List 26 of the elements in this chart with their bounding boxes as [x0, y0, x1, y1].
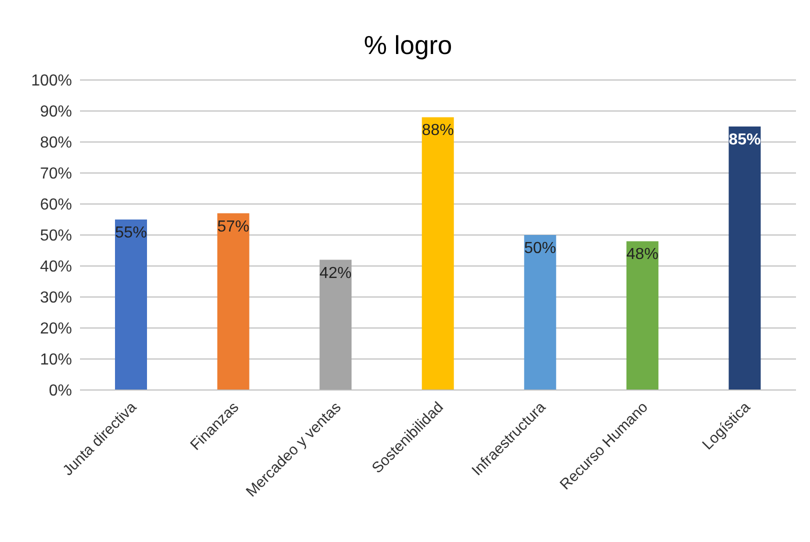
- y-tick-label: 100%: [31, 72, 72, 90]
- chart-title: % logro: [362, 29, 454, 62]
- data-label: 48%: [626, 246, 658, 264]
- y-tick-label: 90%: [40, 104, 72, 121]
- bar: [422, 117, 454, 390]
- y-tick-label: 0%: [48, 382, 72, 400]
- bar: [115, 220, 147, 390]
- bar: [320, 260, 352, 390]
- y-tick-label: 40%: [40, 258, 72, 276]
- data-label: 55%: [114, 224, 148, 242]
- y-tick-label: 20%: [40, 320, 72, 338]
- bar: [626, 241, 658, 390]
- data-label: 85%: [728, 132, 761, 148]
- y-tick-label: 30%: [40, 290, 72, 307]
- y-tick-label: 10%: [40, 352, 72, 369]
- bar: [728, 126, 761, 390]
- data-label: 57%: [217, 218, 250, 236]
- data-label: 50%: [524, 240, 556, 257]
- bar: [524, 235, 556, 390]
- y-tick-label: 70%: [40, 166, 72, 183]
- data-label: 42%: [320, 264, 352, 282]
- bar: [217, 213, 250, 390]
- y-tick-label: 80%: [40, 134, 72, 152]
- y-tick-label: 60%: [40, 196, 72, 214]
- y-tick-label: 50%: [40, 228, 72, 245]
- data-label: 88%: [422, 122, 454, 140]
